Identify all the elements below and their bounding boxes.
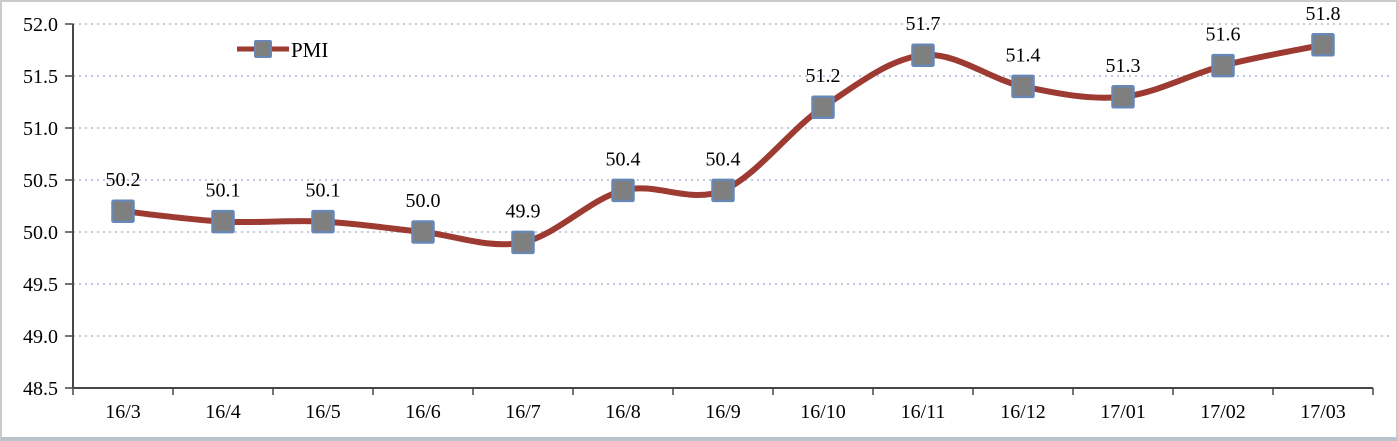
x-axis-tick-label: 16/9 bbox=[705, 401, 741, 423]
data-point-marker bbox=[311, 209, 335, 234]
y-axis-tick-label: 52.0 bbox=[23, 14, 58, 36]
x-axis-tick-label: 17/03 bbox=[1300, 401, 1346, 423]
x-axis-tick-label: 16/8 bbox=[605, 401, 641, 423]
data-point-marker bbox=[411, 220, 435, 244]
y-axis-tick-label: 49.0 bbox=[23, 326, 58, 348]
series-layer bbox=[111, 33, 1335, 255]
data-point-label: 50.1 bbox=[206, 180, 241, 202]
data-point-marker bbox=[1011, 74, 1035, 99]
data-point-label: 51.7 bbox=[906, 13, 941, 35]
y-axis-tick-label: 51.0 bbox=[23, 118, 58, 140]
data-point-label: 50.2 bbox=[106, 169, 141, 191]
axis-layer: 52.0 51.5 51.0 50.5 50.0 49.5 49.0 48.5 16/3 16/4… bbox=[23, 14, 1374, 423]
data-point-marker bbox=[511, 230, 535, 255]
x-axis-tick-label: 16/7 bbox=[505, 401, 541, 423]
y-axis-tick-label: 49.5 bbox=[23, 274, 58, 296]
data-point-marker bbox=[1211, 53, 1235, 78]
legend-marker-sample-icon bbox=[254, 40, 272, 58]
y-axis-tick-label: 48.5 bbox=[23, 378, 58, 400]
y-axis-tick-label: 50.5 bbox=[23, 170, 58, 192]
legend-label: PMI bbox=[291, 38, 328, 62]
x-axis-tick-label: 16/11 bbox=[901, 401, 946, 423]
data-point-label: 50.1 bbox=[306, 180, 341, 202]
gridline-layer bbox=[73, 23, 1392, 337]
x-axis-tick-label: 16/5 bbox=[305, 401, 341, 423]
data-point-label: 51.3 bbox=[1106, 55, 1141, 77]
x-axis-tick-label: 16/12 bbox=[1000, 401, 1046, 423]
x-axis-tick-label: 16/6 bbox=[405, 401, 441, 423]
x-axis-tick-label: 16/10 bbox=[800, 401, 846, 423]
data-point-marker bbox=[811, 95, 835, 119]
x-axis-tick-label: 17/02 bbox=[1200, 401, 1246, 423]
data-point-marker bbox=[711, 178, 735, 203]
data-point-label: 50.0 bbox=[406, 190, 441, 212]
data-point-marker bbox=[111, 199, 135, 223]
x-axis-tick-label: 16/4 bbox=[205, 401, 241, 423]
x-axis-tick-label: 17/01 bbox=[1100, 401, 1146, 423]
x-axis-tick-label: 16/3 bbox=[105, 401, 141, 423]
data-point-label: 51.2 bbox=[806, 65, 841, 87]
data-point-marker bbox=[1311, 33, 1335, 57]
legend: PMI bbox=[237, 38, 328, 62]
data-point-marker bbox=[611, 178, 635, 203]
data-point-label: 51.6 bbox=[1206, 24, 1241, 46]
y-axis-tick-label: 50.0 bbox=[23, 222, 58, 244]
data-point-label: 50.4 bbox=[706, 148, 741, 170]
data-point-label: 50.4 bbox=[606, 148, 641, 170]
y-axis-tick-label: 51.5 bbox=[23, 66, 58, 88]
pmi-series-line bbox=[120, 41, 1326, 248]
data-point-marker bbox=[1111, 85, 1135, 109]
data-point-marker bbox=[911, 43, 935, 67]
data-point-label: 51.8 bbox=[1306, 3, 1341, 25]
data-point-label: 51.4 bbox=[1006, 44, 1041, 66]
data-point-marker bbox=[211, 209, 235, 234]
data-label-layer: 50.2 50.1 50.1 50.0 49.9 50.4 50.4 51.2 51.7 51.4… bbox=[106, 3, 1341, 223]
data-point-label: 49.9 bbox=[506, 200, 541, 222]
